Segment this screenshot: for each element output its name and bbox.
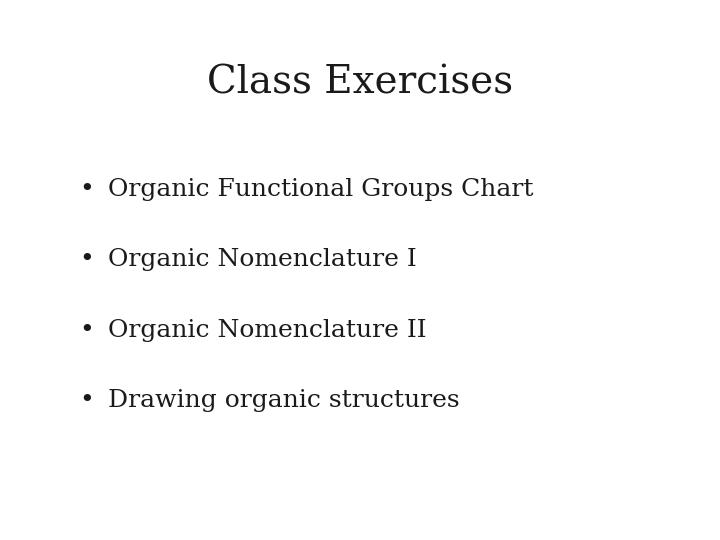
Text: Organic Nomenclature II: Organic Nomenclature II (108, 319, 427, 342)
Text: Organic Functional Groups Chart: Organic Functional Groups Chart (108, 178, 534, 201)
Text: •: • (79, 248, 94, 272)
Text: •: • (79, 178, 94, 201)
Text: •: • (79, 319, 94, 342)
Text: Organic Nomenclature I: Organic Nomenclature I (108, 248, 417, 272)
Text: •: • (79, 389, 94, 412)
Text: Class Exercises: Class Exercises (207, 65, 513, 102)
Text: Drawing organic structures: Drawing organic structures (108, 389, 459, 412)
